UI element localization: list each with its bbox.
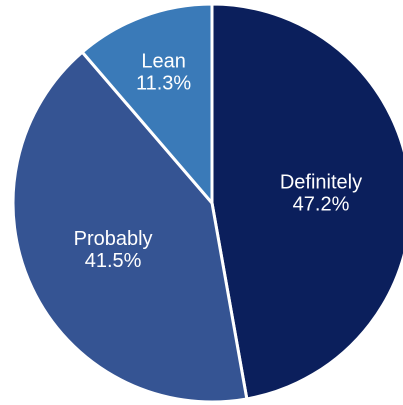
pie-slices: [11, 2, 403, 404]
slice-value-probably: 41.5%: [85, 250, 142, 272]
slice-label-probably: Probably: [74, 228, 153, 250]
slice-label-lean: Lean: [141, 50, 186, 72]
slice-value-lean: 11.3%: [136, 72, 191, 94]
slice-label-definitely: Definitely: [280, 171, 362, 193]
pie-slice-definitely: [210, 2, 403, 401]
pie-slice-lean: [80, 2, 214, 205]
slice-value-definitely: 47.2%: [293, 193, 350, 215]
pie-slice-probably: [11, 50, 249, 404]
